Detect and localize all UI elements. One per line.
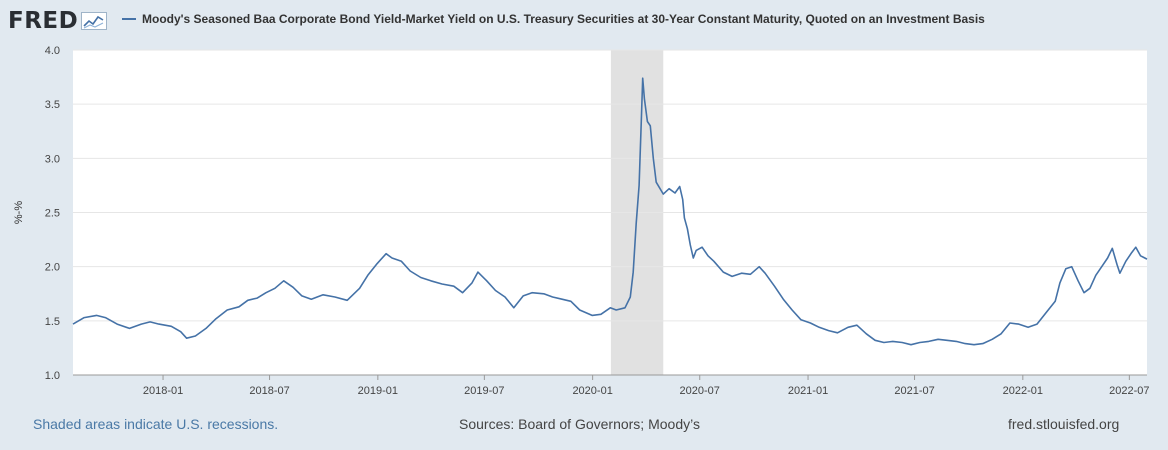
y-tick-label: 2.0: [45, 262, 60, 274]
x-tick-label: 2021-01: [788, 385, 828, 397]
chart-legend[interactable]: Moody's Seasoned Baa Corporate Bond Yiel…: [122, 12, 985, 26]
x-tick-label: 2018-01: [143, 385, 183, 397]
series-line: [72, 77, 1148, 346]
y-tick-label: 1.5: [45, 316, 60, 328]
sources-text: Sources: Board of Governors; Moody’s: [459, 416, 700, 432]
trend-chart-icon: [81, 12, 108, 30]
y-tick-label: 2.5: [45, 208, 60, 220]
recession-note-link[interactable]: Shaded areas indicate U.S. recessions.: [33, 416, 279, 432]
y-tick-label: 3.5: [45, 99, 60, 111]
legend-swatch: [122, 18, 136, 20]
logo-text: FRED: [8, 8, 79, 34]
x-tick-label: 2019-07: [464, 385, 504, 397]
y-axis-label: %-%: [13, 201, 25, 224]
y-tick-label: 4.0: [45, 45, 60, 57]
x-tick-label: 2020-01: [572, 385, 612, 397]
chart-header: FRED Moody's Seasoned Baa Corporate Bond…: [0, 0, 1168, 40]
x-tick-label: 2022-07: [1109, 385, 1149, 397]
x-tick-label: 2020-07: [680, 385, 720, 397]
x-tick-label: 2018-07: [249, 385, 289, 397]
site-url: fred.stlouisfed.org: [1008, 416, 1120, 432]
line-chart[interactable]: 1.0 1.5 2.0 2.5 3.0 3.5 4.0 2018-01 2018-07 2019-…: [0, 40, 1168, 400]
x-tick-label: 2021-07: [894, 385, 934, 397]
x-tick-label: 2022-01: [1003, 385, 1043, 397]
y-tick-label: 1.0: [45, 370, 60, 382]
y-tick-label: 3.0: [45, 153, 60, 165]
fred-logo[interactable]: FRED: [8, 7, 108, 35]
chart-footer: Shaded areas indicate U.S. recessions. S…: [0, 414, 1168, 436]
x-tick-label: 2019-01: [358, 385, 398, 397]
series-title: Moody's Seasoned Baa Corporate Bond Yiel…: [142, 12, 985, 26]
